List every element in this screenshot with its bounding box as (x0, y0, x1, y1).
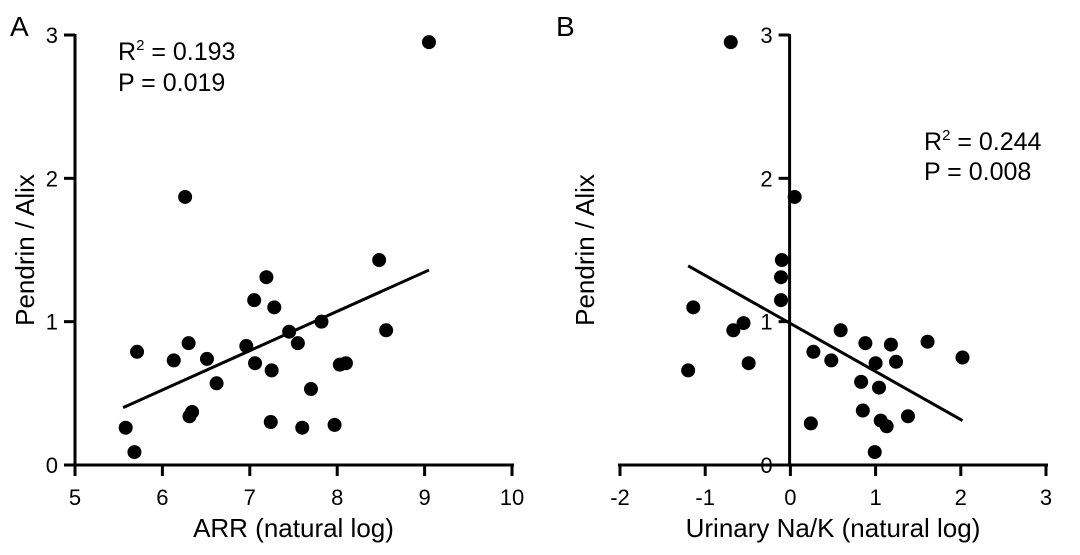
y-axis-title: Pendrin / Alix (10, 174, 40, 326)
y-tick-label: 2 (46, 166, 58, 191)
x-axis-title: ARR (natural log) (193, 513, 394, 543)
data-point (166, 353, 181, 368)
data-point (314, 314, 329, 329)
data-point (303, 382, 318, 397)
data-point (774, 253, 789, 268)
x-tick-label: -1 (695, 485, 715, 510)
r-squared-prefix: R (924, 128, 942, 156)
data-point (127, 445, 142, 460)
data-point (181, 336, 196, 351)
x-tick-label: 6 (156, 485, 168, 510)
data-point (295, 420, 310, 435)
data-point (178, 189, 193, 204)
r-squared-superscript: 2 (136, 37, 144, 54)
panel-label: A (10, 11, 29, 42)
data-point (855, 403, 870, 418)
data-point (723, 35, 738, 50)
y-tick-label: 2 (760, 166, 772, 191)
data-point (883, 337, 898, 352)
data-point (248, 356, 263, 371)
data-point (372, 253, 387, 268)
data-point (774, 293, 789, 308)
data-point (118, 420, 133, 435)
data-point (736, 316, 751, 331)
regression-line (687, 264, 964, 422)
r-squared-value: = 0.244 (950, 128, 1041, 156)
data-point (787, 189, 802, 204)
y-tick-label: 3 (46, 23, 58, 48)
r-squared-annotation: R2 = 0.244 (924, 127, 1042, 156)
data-point (806, 344, 821, 359)
data-point (282, 324, 297, 339)
data-point (209, 376, 224, 391)
x-tick-label: 8 (331, 485, 343, 510)
p-value-annotation: P = 0.008 (924, 158, 1031, 186)
y-tick-label: 1 (46, 310, 58, 335)
x-tick-label: 1 (869, 485, 881, 510)
data-point (263, 415, 278, 429)
r-squared-value: = 0.193 (144, 38, 235, 66)
data-point (741, 356, 756, 371)
data-point (854, 374, 869, 389)
x-axis-title: Urinary Na/K (natural log) (686, 513, 981, 543)
data-point (327, 417, 342, 432)
data-point (264, 363, 279, 378)
y-tick-label: 1 (760, 310, 772, 335)
data-point (833, 323, 848, 338)
data-point (824, 353, 839, 368)
x-tick-label: 10 (500, 485, 524, 510)
x-tick-label: 3 (1040, 485, 1052, 510)
data-point (726, 323, 741, 338)
data-point (259, 270, 274, 285)
data-point (239, 339, 254, 354)
x-tick-label: 9 (418, 485, 430, 510)
data-point (338, 356, 353, 371)
data-point (185, 404, 200, 419)
data-point (199, 351, 214, 366)
data-point (247, 293, 262, 308)
data-point (879, 419, 894, 434)
x-tick-label: 5 (69, 485, 81, 510)
y-tick-label: 0 (46, 453, 58, 478)
y-tick-label: 3 (760, 23, 772, 48)
y-axis-title: Pendrin / Alix (570, 174, 600, 326)
y-tick-label: 0 (760, 453, 772, 478)
data-point (290, 336, 305, 351)
regression-line (122, 268, 430, 410)
data-point (421, 35, 436, 50)
panel-label: B (556, 11, 575, 42)
data-point (681, 363, 696, 378)
x-tick-label: 2 (955, 485, 967, 510)
x-tick-label: 7 (244, 485, 256, 510)
r-squared-prefix: R (118, 38, 136, 66)
data-point (774, 270, 789, 285)
data-point (130, 344, 145, 359)
p-value-annotation: P = 0.019 (118, 69, 225, 97)
data-point (955, 350, 970, 365)
data-point (858, 336, 873, 351)
data-point (867, 445, 882, 460)
data-point (379, 323, 394, 338)
data-point (686, 300, 701, 315)
x-tick-label: -2 (610, 485, 630, 510)
data-point (900, 409, 915, 424)
x-tick-label: 0 (784, 485, 796, 510)
data-point (267, 300, 282, 315)
r-squared-annotation: R2 = 0.193 (118, 37, 235, 66)
data-point (868, 356, 883, 371)
data-point (889, 354, 904, 369)
data-point (803, 416, 818, 431)
data-point (920, 334, 935, 349)
data-point (872, 380, 887, 395)
r-squared-superscript: 2 (942, 127, 950, 144)
